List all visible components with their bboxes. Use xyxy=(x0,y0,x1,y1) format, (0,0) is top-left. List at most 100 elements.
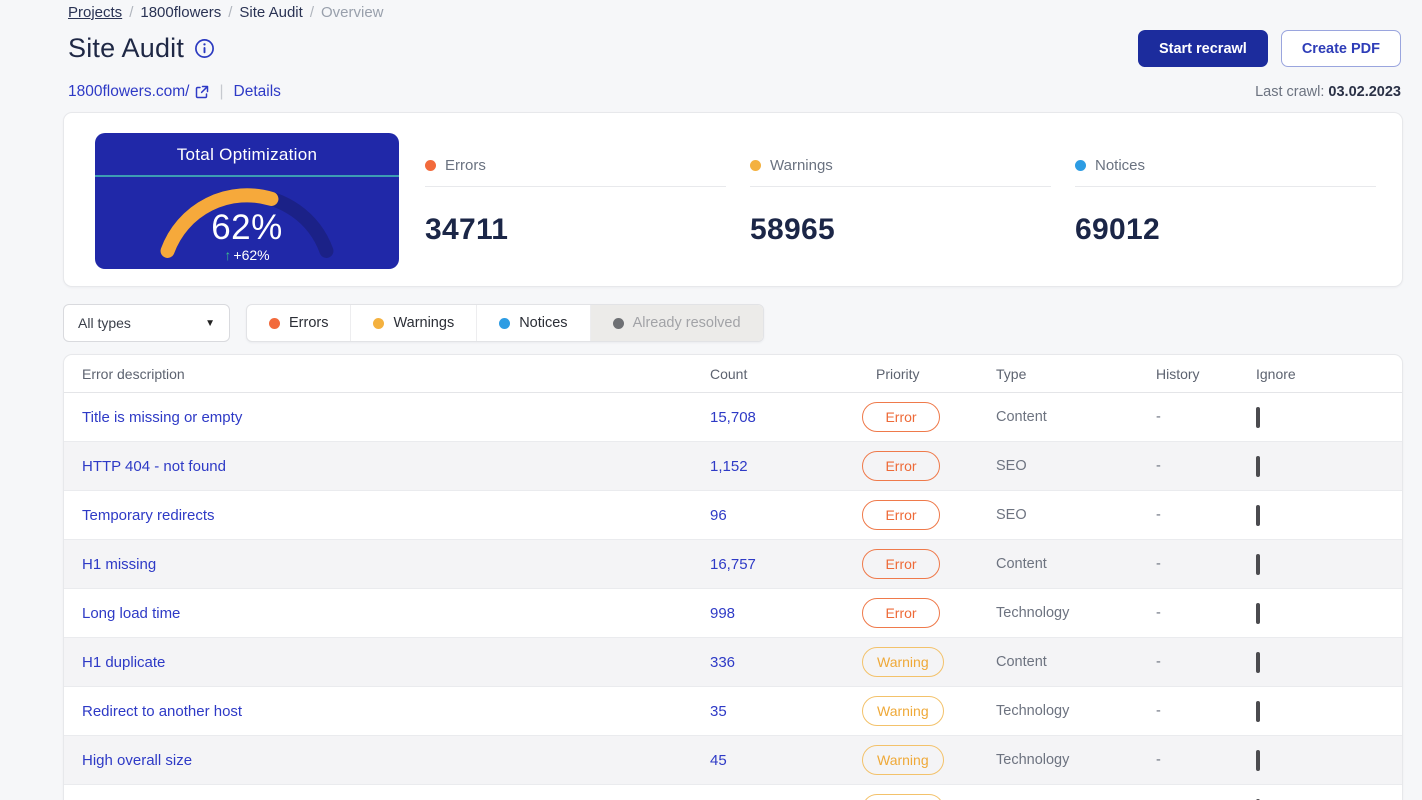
error-description-link[interactable]: H1 missing xyxy=(82,555,157,573)
count-link[interactable]: 96 xyxy=(710,506,727,524)
table-row: Warning xyxy=(64,785,1402,800)
breadcrumb-project-name[interactable]: 1800flowers xyxy=(140,4,222,21)
gauge-delta: ↑ +62% xyxy=(95,247,399,263)
error-description-link[interactable]: Temporary redirects xyxy=(82,506,215,524)
count-link[interactable]: 1,152 xyxy=(710,457,748,475)
type-filter-value: All types xyxy=(78,315,131,331)
last-crawl: Last crawl: 03.02.2023 xyxy=(1255,84,1401,100)
breadcrumb-separator: / xyxy=(129,4,134,21)
tab-label: Errors xyxy=(289,315,329,331)
site-url[interactable]: 1800flowers.com/ xyxy=(68,83,190,100)
count-link[interactable]: 35 xyxy=(710,702,727,720)
issues-table: Error description Count Priority Type Hi… xyxy=(63,354,1403,800)
tab-dot-icon xyxy=(612,317,624,329)
type-value: SEO xyxy=(996,507,1027,523)
history-value: - xyxy=(1156,409,1161,425)
breadcrumb: Projects / 1800flowers / Site Audit / Ov… xyxy=(68,4,1401,21)
total-optimization-gauge: Total Optimization 62% ↑ +62% xyxy=(95,133,399,269)
history-value: - xyxy=(1156,654,1161,670)
breadcrumb-separator: / xyxy=(309,4,314,21)
last-crawl-label: Last crawl: xyxy=(1255,84,1325,100)
error-description-link[interactable]: H1 duplicate xyxy=(82,653,166,671)
stat-value: 34711 xyxy=(425,213,509,246)
type-value: Content xyxy=(996,409,1047,425)
tab-label: Warnings xyxy=(393,315,455,331)
ignore-checkbox[interactable] xyxy=(1256,406,1260,428)
tab-dot-icon xyxy=(269,317,280,329)
stat-dot-icon xyxy=(425,160,436,171)
details-link[interactable]: Details xyxy=(233,83,281,100)
error-description-link[interactable]: High overall size xyxy=(82,751,193,769)
last-crawl-date: 03.02.2023 xyxy=(1328,84,1401,100)
history-value: - xyxy=(1156,703,1161,719)
severity-tab[interactable]: Notices xyxy=(476,305,589,341)
priority-badge: Error xyxy=(862,500,940,530)
count-link[interactable]: 998 xyxy=(710,604,736,622)
col-history: History xyxy=(1156,365,1200,382)
severity-tab[interactable]: Errors xyxy=(247,305,350,341)
external-link-icon[interactable] xyxy=(195,85,209,99)
col-ignore: Ignore xyxy=(1256,365,1296,382)
ignore-checkbox[interactable] xyxy=(1256,602,1260,624)
col-priority: Priority xyxy=(876,365,920,382)
error-description-link[interactable]: Redirect to another host xyxy=(82,702,243,720)
up-arrow-icon: ↑ xyxy=(224,247,232,263)
stat-dot-icon xyxy=(1075,160,1086,171)
ignore-checkbox[interactable] xyxy=(1256,749,1260,771)
count-link[interactable]: 16,757 xyxy=(710,555,756,573)
stat-block: Warnings 58965 xyxy=(750,157,1051,267)
count-link[interactable]: 15,708 xyxy=(710,408,756,426)
table-row: High overall size 45 Warning Technology … xyxy=(64,736,1402,785)
overview-card: Total Optimization 62% ↑ +62% Errors 3471… xyxy=(63,112,1403,287)
severity-tab[interactable]: Warnings xyxy=(350,305,476,341)
ignore-checkbox[interactable] xyxy=(1256,798,1260,800)
ignore-checkbox[interactable] xyxy=(1256,553,1260,575)
history-value: - xyxy=(1156,458,1161,474)
page-title: Site Audit xyxy=(68,33,185,63)
gauge-delta-value: +62% xyxy=(233,247,270,263)
type-value: Technology xyxy=(996,605,1070,621)
priority-badge: Error xyxy=(862,402,940,432)
ignore-checkbox[interactable] xyxy=(1256,455,1260,477)
col-error-description: Error description xyxy=(82,365,185,382)
priority-badge: Warning xyxy=(862,794,944,800)
site-url-link[interactable]: 1800flowers.com/ xyxy=(68,83,209,101)
history-value: - xyxy=(1156,507,1161,523)
start-recrawl-button[interactable]: Start recrawl xyxy=(1137,30,1268,67)
priority-badge: Warning xyxy=(862,745,944,775)
ignore-checkbox[interactable] xyxy=(1256,700,1260,722)
gauge-percent: 62% xyxy=(211,208,283,247)
count-link[interactable]: 45 xyxy=(710,751,727,769)
stat-value: 69012 xyxy=(1075,213,1160,246)
priority-badge: Error xyxy=(862,451,940,481)
table-row: Temporary redirects 96 Error SEO - xyxy=(64,491,1402,540)
priority-badge: Error xyxy=(862,549,940,579)
count-link[interactable]: 336 xyxy=(710,653,736,671)
priority-badge: Error xyxy=(862,598,940,628)
tab-dot-icon xyxy=(499,317,511,329)
divider: | xyxy=(219,83,224,100)
create-pdf-button[interactable]: Create PDF xyxy=(1280,30,1401,67)
breadcrumb-site-audit[interactable]: Site Audit xyxy=(239,4,303,21)
ignore-checkbox[interactable] xyxy=(1256,504,1260,526)
type-filter-select[interactable]: All types ▼ xyxy=(63,304,230,342)
stat-label: Notices xyxy=(1095,157,1146,174)
info-icon[interactable] xyxy=(194,38,215,59)
ignore-checkbox[interactable] xyxy=(1256,651,1260,673)
history-value: - xyxy=(1156,605,1161,621)
error-description-link[interactable]: Long load time xyxy=(82,604,181,622)
error-description-link[interactable]: Title is missing or empty xyxy=(82,408,243,426)
stat-block: Notices 69012 xyxy=(1075,157,1376,267)
history-value: - xyxy=(1156,556,1161,572)
error-description-link[interactable]: HTTP 404 - not found xyxy=(82,457,226,475)
breadcrumb-projects[interactable]: Projects xyxy=(68,4,123,21)
severity-tab[interactable]: Already resolved xyxy=(589,305,763,341)
col-count: Count xyxy=(710,365,748,382)
table-row: Title is missing or empty 15,708 Error C… xyxy=(64,393,1402,442)
table-header: Error description Count Priority Type Hi… xyxy=(64,355,1402,393)
divider xyxy=(425,186,726,187)
divider xyxy=(1075,186,1376,187)
chevron-down-icon: ▼ xyxy=(205,317,215,329)
history-value: - xyxy=(1156,752,1161,768)
stat-label: Warnings xyxy=(770,157,833,174)
